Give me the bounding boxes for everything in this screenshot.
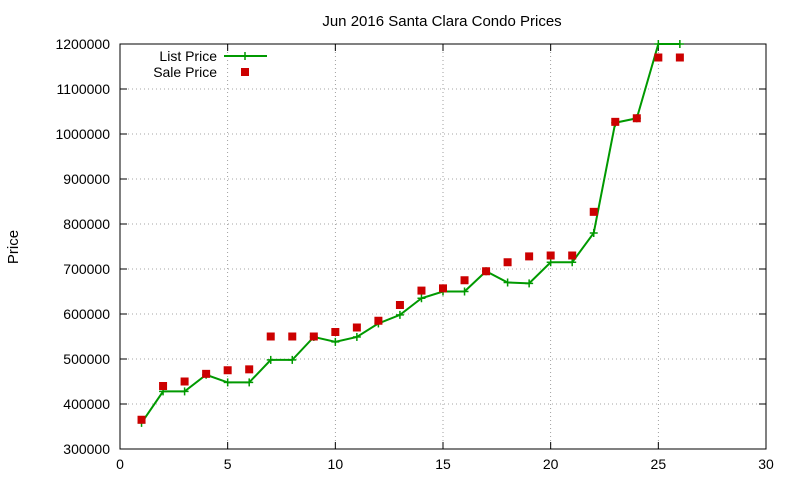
y-tick-label: 300000 [63, 441, 110, 457]
sale-price-point [180, 377, 189, 386]
y-tick-label: 1200000 [55, 36, 110, 52]
list-price-point [589, 229, 598, 237]
x-tick-label: 0 [116, 456, 124, 472]
x-tick-label: 20 [543, 456, 559, 472]
sale-price-point [482, 267, 491, 276]
x-tick-label: 30 [758, 456, 774, 472]
sale-price-point [159, 382, 168, 390]
sale-price-point [374, 316, 383, 325]
y-tick-label: 500000 [63, 351, 110, 367]
legend-swatch-square [241, 68, 249, 76]
sale-price-point [632, 114, 641, 123]
list-price-point [266, 355, 275, 364]
list-price-line [140, 43, 680, 424]
sale-price-point [395, 301, 404, 309]
list-price-point [675, 40, 684, 48]
sale-price-point [309, 332, 318, 341]
list-price-point [525, 279, 534, 288]
list-price-point [288, 355, 297, 364]
sale-price-point [568, 251, 577, 260]
chart-title: Jun 2016 Santa Clara Condo Prices [322, 13, 561, 30]
list-price-point [654, 40, 663, 48]
data-series [137, 40, 684, 427]
sale-price-point [439, 284, 447, 293]
list-price-point [503, 278, 512, 287]
series-list-price [137, 40, 684, 427]
y-tick-label: 700000 [63, 261, 110, 277]
legend-label: List Price [159, 48, 217, 64]
sale-price-point [503, 258, 512, 267]
sale-price-point [546, 251, 555, 260]
y-tick-label: 900000 [63, 171, 110, 187]
sale-price-point [137, 415, 146, 424]
sale-price-point [417, 286, 426, 295]
sale-price-point [589, 207, 598, 216]
list-price-point [245, 378, 254, 387]
y-axis-label: Price [5, 230, 22, 264]
sale-price-point [245, 365, 254, 374]
legend-swatch-plus [241, 52, 249, 60]
series-sale-price [137, 53, 684, 424]
sale-price-point [611, 117, 620, 126]
list-price-point [395, 310, 404, 319]
sale-price-point [331, 328, 340, 336]
y-tick-label: 1000000 [55, 126, 110, 142]
list-price-point [568, 258, 577, 267]
list-price-point [180, 387, 189, 396]
sale-price-point [288, 332, 297, 341]
list-price-point [460, 287, 469, 296]
sale-price-point [460, 276, 469, 285]
list-price-point [417, 294, 426, 303]
list-price-point [223, 378, 232, 387]
list-price-point [331, 337, 340, 346]
x-tick-label: 25 [651, 456, 667, 472]
grid-lines [120, 44, 766, 449]
axis-tick-labels: 0 5 10 15 20 25 30 300000 400000 500000 600000 7000… [55, 36, 774, 472]
sale-price-point [525, 252, 534, 261]
sale-price-point [675, 53, 684, 62]
sale-price-point [223, 366, 232, 375]
legend-label: Sale Price [153, 64, 217, 80]
x-tick-label: 10 [328, 456, 344, 472]
sale-price-point [266, 332, 275, 341]
list-price-point [546, 258, 555, 267]
sale-price-point [202, 369, 211, 378]
y-tick-label: 1100000 [57, 81, 111, 97]
y-tick-label: 600000 [63, 306, 110, 322]
list-price-point [352, 332, 361, 341]
y-tick-label: 400000 [63, 396, 110, 412]
y-tick-label: 800000 [63, 216, 110, 232]
x-tick-label: 15 [435, 456, 451, 472]
sale-price-point [352, 323, 361, 332]
sale-price-point [654, 53, 663, 62]
x-tick-label: 5 [224, 456, 232, 472]
